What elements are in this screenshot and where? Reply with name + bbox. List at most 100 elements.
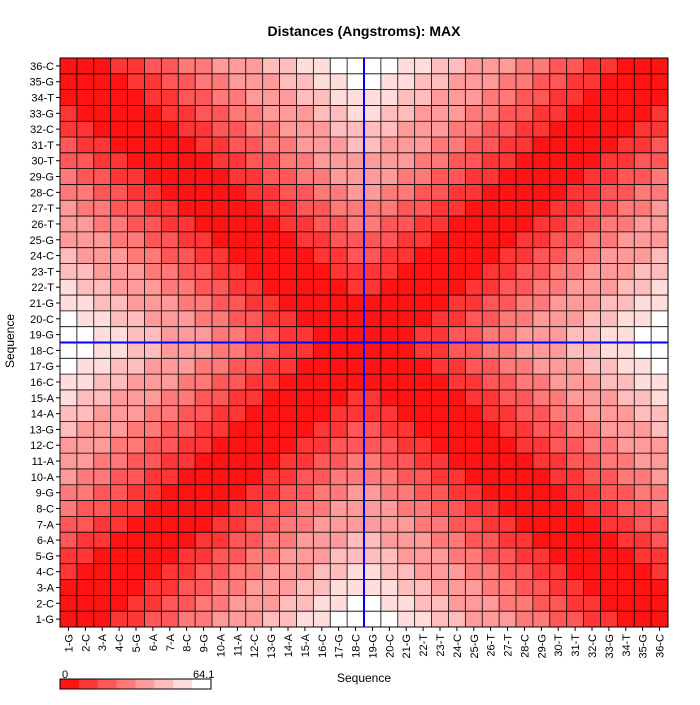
x-tick-labels: 1-G 2-C 3-A 4-C 5-G 6-A 7-A 8-C 9-G 10-A 11-A 12-C 1… (63, 627, 667, 658)
heatmap-cell-23-T-23-T (431, 263, 449, 280)
heatmap-cell-31-T-7-A (566, 516, 584, 533)
heatmap-cell-30-T-3-A (549, 579, 567, 596)
heatmap-cell-1-G-2-C (60, 595, 78, 612)
heatmap-cell-15-A-28-C (296, 184, 314, 201)
heatmap-cell-1-G-15-A (60, 389, 78, 407)
heatmap-cell-6-A-4-C (144, 563, 162, 580)
heatmap-cell-33-G-10-A (600, 468, 618, 486)
heatmap-cell-35-G-26-T (634, 216, 652, 233)
heatmap-cell-20-C-31-T (380, 137, 399, 154)
heatmap-cell-9-G-21-G (195, 295, 213, 312)
heatmap-cell-32-C-18-C (583, 342, 601, 359)
heatmap-cell-27-T-15-A (499, 389, 517, 407)
heatmap-cell-12-C-27-T (245, 200, 263, 217)
heatmap-cell-28-C-30-T (516, 152, 534, 169)
heatmap-cell-11-A-27-T (228, 200, 247, 217)
heatmap-cell-7-A-36-C (161, 58, 179, 75)
heatmap-cell-5-G-35-G (127, 73, 145, 90)
heatmap-cell-26-T-35-G (482, 73, 500, 90)
heatmap-cell-27-T-19-G (499, 326, 517, 343)
heatmap-cell-4-C-10-A (110, 468, 128, 486)
heatmap-cell-3-A-35-G (93, 73, 111, 90)
heatmap-cell-8-C-8-C (178, 500, 196, 517)
heatmap-cell-8-C-6-A (178, 532, 196, 549)
heatmap-cell-36-C-18-C (651, 342, 669, 359)
heatmap-cell-28-C-11-A (516, 453, 534, 470)
heatmap-cell-26-T-9-G (482, 484, 500, 501)
heatmap-cell-35-G-8-C (634, 500, 652, 517)
heatmap-cell-26-T-36-C (482, 58, 500, 75)
heatmap-cell-14-A-34-T (279, 89, 297, 106)
heatmap-cell-18-C-7-A (347, 516, 365, 533)
heatmap-cell-30-T-10-A (549, 468, 567, 486)
y-tick-label: 12-C (30, 440, 54, 452)
heatmap-cell-30-T-29-G (549, 168, 567, 185)
heatmap-cell-32-C-11-A (583, 453, 601, 470)
heatmap-cell-30-T-20-C (549, 310, 567, 327)
heatmap-cell-23-T-21-G (431, 295, 449, 312)
heatmap-cell-35-G-31-T (634, 137, 652, 154)
heatmap-cell-15-A-11-A (296, 453, 314, 470)
heatmap-cell-8-C-14-A (178, 405, 196, 422)
heatmap-cell-11-A-12-C (228, 437, 247, 454)
heatmap-cell-7-A-3-A (161, 579, 179, 596)
heatmap-cell-29-G-7-A (532, 516, 551, 533)
heatmap-cell-13-G-34-T (262, 89, 280, 106)
heatmap-cell-34-T-5-G (617, 547, 635, 565)
heatmap-cell-4-C-31-T (110, 137, 128, 154)
heatmap-cell-33-G-16-C (600, 374, 618, 391)
heatmap-cell-2-C-35-G (76, 73, 95, 90)
heatmap-cell-27-T-29-G (499, 168, 517, 185)
y-tick-label: 24-C (30, 251, 54, 263)
heatmap-cell-34-T-30-T (617, 152, 635, 169)
y-tick-label: 8-C (36, 503, 54, 515)
heatmap-cell-6-A-21-G (144, 295, 162, 312)
heatmap-cell-34-T-22-T (617, 279, 635, 296)
heatmap-cell-2-C-8-C (76, 500, 95, 517)
heatmap-cell-14-A-2-C (279, 595, 297, 612)
heatmap-cell-14-A-23-T (279, 263, 297, 280)
heatmap-cell-36-C-14-A (651, 405, 669, 422)
heatmap-cell-14-A-21-G (279, 295, 297, 312)
heatmap-cell-5-G-21-G (127, 295, 145, 312)
heatmap-cell-13-G-15-A (262, 389, 280, 407)
heatmap-cell-16-C-18-C (313, 342, 331, 359)
heatmap-cell-23-T-35-G (431, 73, 449, 90)
heatmap-cell-9-G-27-T (195, 200, 213, 217)
y-tick-label: 16-C (30, 377, 54, 389)
heatmap-cell-8-C-34-T (178, 89, 196, 106)
heatmap-cell-30-T-31-T (549, 137, 567, 154)
heatmap-cell-19-G-11-A (364, 453, 382, 470)
heatmap-cell-14-A-8-C (279, 500, 297, 517)
heatmap-cell-19-G-7-A (364, 516, 382, 533)
heatmap-cell-22-T-32-C (414, 121, 432, 138)
heatmap-cell-36-C-11-A (651, 453, 669, 470)
heatmap-cell-29-G-12-C (532, 437, 551, 454)
heatmap-cell-21-G-6-A (397, 532, 415, 549)
heatmap-cell-16-C-4-C (313, 563, 331, 580)
heatmap-cell-5-G-24-C (127, 247, 145, 264)
heatmap-cell-6-A-9-G (144, 484, 162, 501)
heatmap-cell-26-T-4-C (482, 563, 500, 580)
heatmap-cell-20-C-36-C (380, 58, 399, 75)
legend-min-label: 0 (62, 669, 68, 681)
heatmap-cell-29-G-33-G (532, 105, 551, 122)
heatmap-cell-31-T-15-A (566, 389, 584, 407)
heatmap-cell-35-G-15-A (634, 389, 652, 407)
heatmap-cell-34-T-20-C (617, 310, 635, 327)
heatmap-cell-9-G-9-G (195, 484, 213, 501)
heatmap-cell-12-C-33-G (245, 105, 263, 122)
heatmap-cell-15-A-30-T (296, 152, 314, 169)
heatmap-cell-26-T-1-G (482, 611, 500, 628)
heatmap-cell-5-G-31-T (127, 137, 145, 154)
heatmap-cell-36-C-3-A (651, 579, 669, 596)
x-tick-label: 8-C (182, 634, 194, 652)
heatmap-cell-9-G-33-G (195, 105, 213, 122)
x-tick-label: 23-T (435, 634, 447, 657)
heatmap-cell-14-A-22-T (279, 279, 297, 296)
heatmap-cell-13-G-27-T (262, 200, 280, 217)
heatmap-cell-12-C-6-A (245, 532, 263, 549)
heatmap-cell-18-C-8-C (347, 500, 365, 517)
heatmap-cell-10-A-21-G (212, 295, 230, 312)
heatmap-cell-33-G-23-T (600, 263, 618, 280)
